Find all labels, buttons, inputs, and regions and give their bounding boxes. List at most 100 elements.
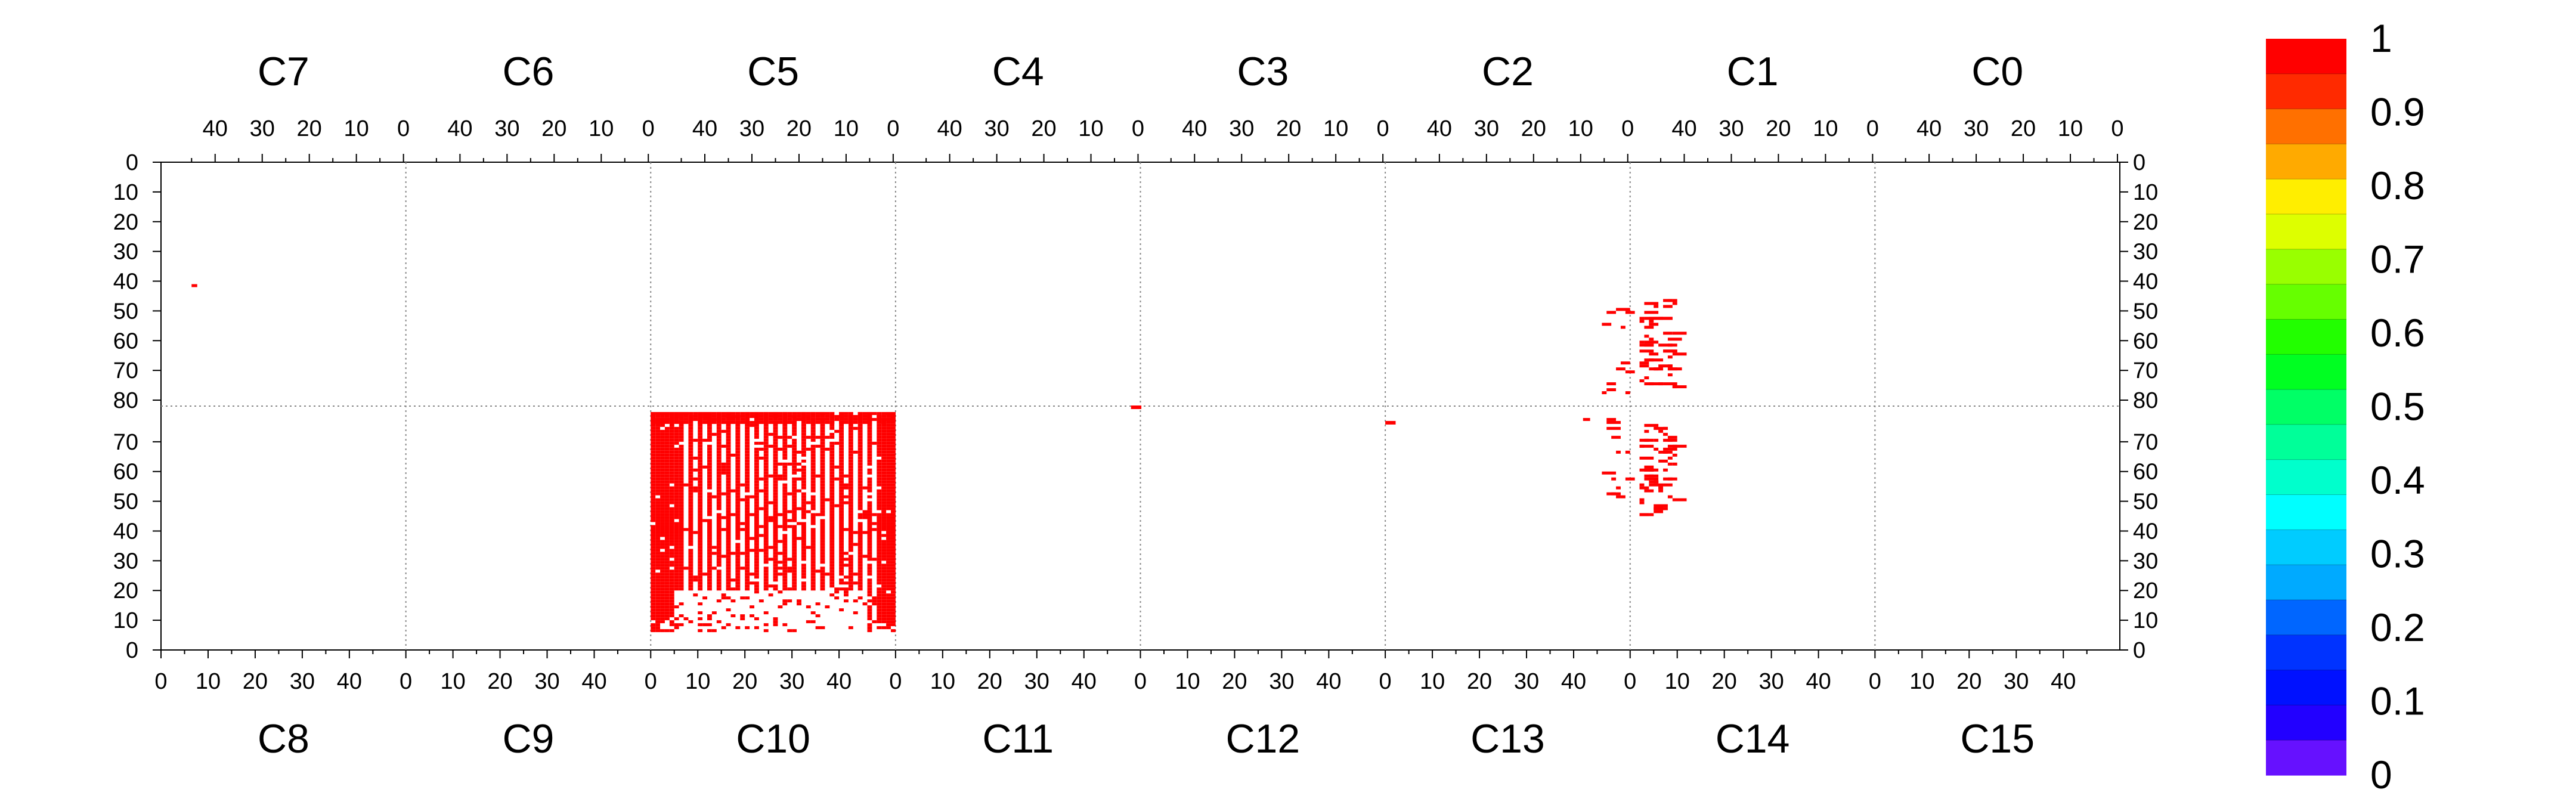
hot-pixel (877, 525, 882, 528)
hot-pixel (698, 441, 703, 445)
hot-pixel (782, 534, 788, 537)
hot-pixel (660, 417, 665, 421)
hot-pixel (810, 575, 816, 579)
hot-pixel (763, 459, 769, 463)
hot-pixel (726, 486, 731, 490)
hot-pixel (1644, 438, 1654, 442)
hot-pixel (839, 426, 844, 430)
colorbar-segment (2266, 144, 2346, 179)
top-tick-label: 40 (1916, 116, 1942, 141)
hot-pixel (890, 462, 896, 466)
y-tick-label-left: 70 (113, 430, 138, 455)
hot-pixel (848, 572, 853, 576)
hot-pixel (674, 501, 679, 504)
hot-pixel (1667, 456, 1673, 460)
hot-pixel (660, 414, 665, 418)
hot-pixel (1667, 355, 1673, 359)
hot-pixel (839, 492, 844, 496)
hot-pixel (707, 561, 712, 564)
bottom-tick-label: 0 (1379, 669, 1392, 694)
hot-pixel (669, 602, 674, 606)
hot-pixel (844, 590, 849, 594)
y-tick-label-right: 70 (2133, 358, 2158, 383)
hot-pixel (773, 423, 778, 427)
hot-pixel (886, 558, 891, 561)
chip-label-bottom: C8 (258, 716, 309, 761)
hot-pixel (792, 537, 797, 540)
hot-pixel (726, 549, 731, 552)
hot-pixel (872, 411, 877, 415)
hot-pixel (655, 513, 661, 516)
hot-pixel (857, 429, 863, 433)
colorbar-segment (2266, 109, 2346, 145)
hot-pixel (867, 599, 872, 603)
hot-pixel (698, 578, 703, 582)
hot-pixel (829, 555, 835, 558)
hot-pixel (655, 578, 661, 582)
hot-pixel (726, 581, 731, 585)
hot-pixel (674, 617, 679, 621)
hot-pixel (698, 447, 703, 451)
hot-pixel (867, 617, 872, 621)
hot-pixel (651, 569, 656, 573)
hot-pixel (754, 581, 759, 585)
hot-pixel (726, 459, 731, 463)
hot-pixel (721, 626, 726, 630)
top-tick-label: 30 (494, 116, 519, 141)
hot-pixel (1649, 480, 1659, 484)
hot-pixel (726, 504, 731, 507)
hot-pixel (707, 584, 712, 588)
hot-pixel (867, 435, 872, 439)
hot-pixel (763, 513, 769, 516)
hot-pixel (890, 480, 896, 484)
hot-pixel (867, 623, 872, 627)
hot-pixel (754, 441, 759, 445)
hot-pixel (735, 414, 741, 418)
hot-pixel (716, 456, 722, 460)
hot-pixel (829, 528, 835, 531)
hot-pixel (726, 420, 731, 424)
hot-pixel (745, 489, 750, 493)
hot-pixel (848, 578, 853, 582)
hot-pixel (877, 546, 882, 549)
hot-pixel (730, 513, 736, 516)
hot-pixel (758, 525, 764, 528)
hot-pixel (745, 626, 750, 630)
hot-pixel (867, 441, 872, 445)
hot-pixel (857, 492, 863, 496)
hot-pixel (674, 569, 679, 573)
hot-pixel (763, 581, 769, 585)
hot-pixel (810, 501, 816, 504)
hot-pixel (660, 438, 665, 442)
hot-pixel (782, 564, 788, 567)
hot-pixel (792, 584, 797, 588)
hot-pixel (857, 477, 863, 481)
hot-pixel (674, 507, 679, 510)
hot-pixel (867, 546, 872, 549)
hot-pixel (740, 411, 745, 415)
hot-pixel (820, 561, 825, 564)
hot-pixel (683, 528, 689, 531)
hot-pixel (726, 510, 731, 513)
hot-pixel (698, 552, 703, 555)
colorbar-label: 1 (2370, 16, 2392, 60)
hot-pixel (651, 429, 656, 433)
hot-pixel (745, 546, 750, 549)
hot-pixel (745, 414, 750, 418)
hot-pixel (754, 453, 759, 457)
hot-pixel (806, 605, 811, 609)
hot-pixel (750, 411, 754, 415)
hot-pixel (778, 561, 783, 564)
hot-pixel (782, 417, 788, 421)
hot-pixel (735, 495, 741, 499)
hot-pixel (801, 587, 806, 591)
hot-pixel (890, 578, 896, 582)
hot-pixel (877, 614, 882, 618)
hot-pixel (745, 543, 750, 546)
hot-pixel (857, 441, 863, 445)
colorbar-segment (2266, 530, 2346, 565)
hot-pixel (877, 602, 882, 606)
hot-pixel (726, 435, 731, 439)
hot-pixel (660, 483, 665, 487)
hot-pixel (651, 555, 656, 558)
